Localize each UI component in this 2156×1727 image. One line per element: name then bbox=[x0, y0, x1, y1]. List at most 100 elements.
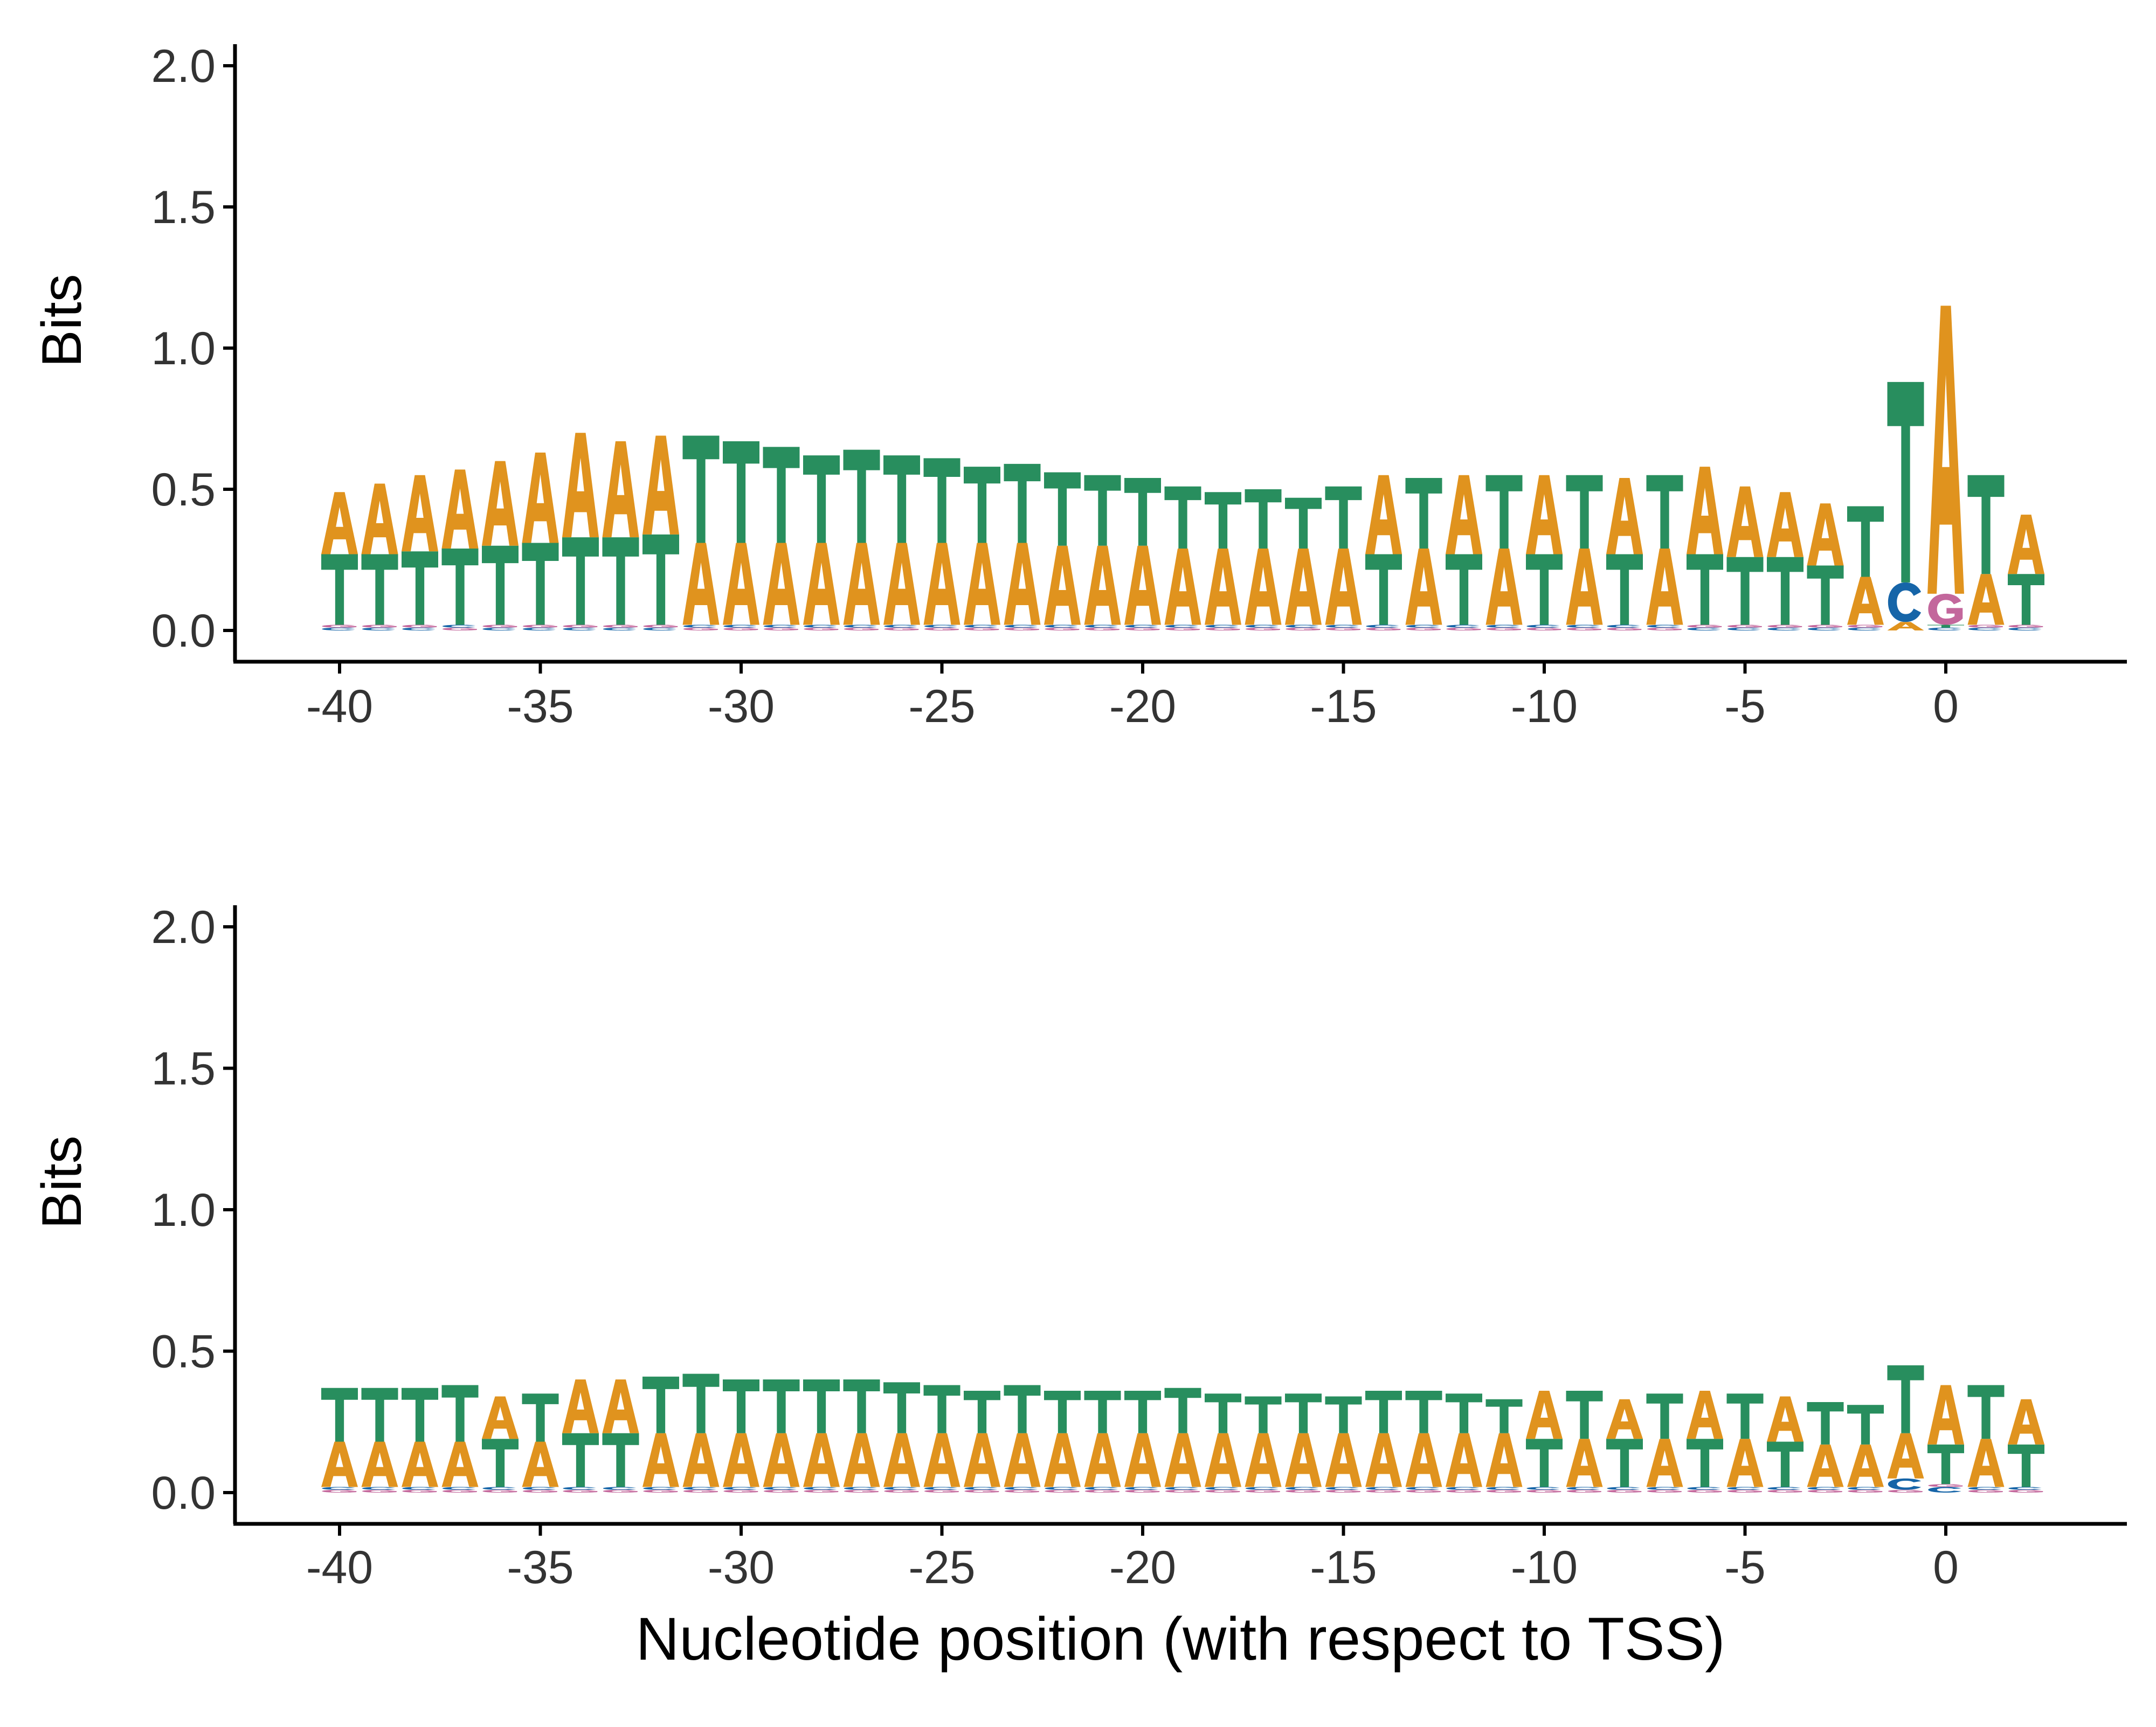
letter-T-mark bbox=[562, 537, 599, 625]
letter-A-mark bbox=[803, 543, 840, 625]
letter-T-mark bbox=[1405, 1391, 1442, 1433]
letter-C-mark bbox=[1245, 1487, 1279, 1490]
letter-T-mark bbox=[1044, 1391, 1081, 1433]
logo-stack-pos-2 bbox=[2008, 515, 2044, 630]
logo-stack-pos--40 bbox=[321, 492, 358, 630]
letter-C-mark bbox=[1526, 625, 1560, 628]
letter-A-mark bbox=[723, 543, 759, 625]
letter-G-mark bbox=[1325, 627, 1360, 630]
letter-A-mark bbox=[1084, 545, 1121, 625]
letter-T-mark bbox=[1847, 506, 1884, 577]
letter-G-mark bbox=[1406, 1489, 1441, 1493]
letter-G-mark bbox=[1366, 1489, 1401, 1493]
logo-stack-pos--17 bbox=[1245, 1396, 1282, 1493]
letter-G-mark bbox=[1406, 627, 1441, 630]
letter-T-mark bbox=[321, 554, 358, 625]
logo-stack-pos--9 bbox=[1566, 1391, 1603, 1493]
logo-stack-pos--32 bbox=[642, 1376, 679, 1493]
logo-stack-pos--6 bbox=[1687, 467, 1723, 630]
letter-T-mark bbox=[1847, 1405, 1884, 1445]
letter-G-mark bbox=[1848, 1489, 1883, 1493]
letter-A-mark bbox=[1847, 577, 1884, 625]
letter-C-mark bbox=[1607, 625, 1640, 628]
letter-A-mark bbox=[441, 1441, 479, 1487]
letter-A-mark bbox=[1807, 503, 1844, 566]
letter-G-mark bbox=[2008, 625, 2043, 628]
letter-A-mark bbox=[1365, 475, 1402, 554]
letter-T-mark bbox=[723, 441, 759, 543]
letter-G-mark bbox=[643, 1489, 678, 1493]
letter-A-mark bbox=[1807, 1444, 1844, 1487]
letter-T-mark bbox=[1124, 478, 1161, 546]
logo-stack-pos--6 bbox=[1687, 1391, 1723, 1493]
logo-stack-pos--23 bbox=[1004, 463, 1041, 630]
letter-G-mark bbox=[1325, 1489, 1360, 1493]
letter-T-mark bbox=[1245, 489, 1282, 549]
y-tick-label: 0.0 bbox=[151, 1467, 216, 1519]
letter-G-mark bbox=[1125, 1489, 1160, 1493]
x-tick-label: -40 bbox=[306, 681, 373, 732]
logo-stack-pos--30 bbox=[723, 441, 759, 630]
logo-stack-pos--18 bbox=[1205, 492, 1241, 630]
letter-C-mark bbox=[964, 625, 998, 628]
letter-C-mark bbox=[924, 625, 958, 628]
letter-C-mark bbox=[1687, 1487, 1720, 1490]
letter-T-mark bbox=[522, 543, 559, 625]
letter-C-mark bbox=[1286, 1487, 1319, 1490]
logo-stack-pos--1 bbox=[1887, 1365, 1924, 1493]
letter-C-mark bbox=[1848, 1487, 1881, 1490]
letter-A-mark bbox=[402, 475, 438, 552]
letter-G-mark bbox=[964, 627, 999, 630]
letter-C-mark bbox=[1928, 627, 1961, 630]
letter-A-mark bbox=[642, 435, 679, 535]
letter-A-mark bbox=[1687, 467, 1723, 554]
letter-G-mark bbox=[1767, 625, 1802, 628]
letter-T-mark bbox=[1887, 1365, 1924, 1433]
x-axis-label: Nucleotide position (with respect to TSS… bbox=[635, 1605, 1725, 1673]
letter-T-mark bbox=[1927, 1444, 1964, 1485]
letter-C-mark bbox=[723, 1487, 757, 1490]
letter-T-mark bbox=[1967, 1385, 2005, 1439]
letter-T-mark bbox=[1606, 554, 1643, 625]
letter-G-mark bbox=[563, 1489, 598, 1493]
letter-G-mark bbox=[563, 625, 598, 628]
y-axis-label: Bits bbox=[31, 274, 93, 367]
y-tick-label: 0.0 bbox=[151, 605, 216, 657]
logo-stack-pos--36 bbox=[482, 461, 519, 630]
letter-T-mark bbox=[562, 1433, 599, 1487]
logo-stack-pos--11 bbox=[1485, 475, 1523, 630]
letter-C-mark bbox=[1245, 625, 1279, 628]
letter-A-mark bbox=[361, 483, 398, 554]
letter-C-mark bbox=[522, 1487, 556, 1490]
letter-A-mark bbox=[562, 433, 599, 538]
letter-T-mark bbox=[1124, 1391, 1161, 1433]
letter-T-mark bbox=[1566, 1391, 1603, 1439]
letter-T-mark bbox=[482, 545, 519, 625]
letter-C-mark bbox=[1807, 1487, 1841, 1490]
letter-G-mark bbox=[723, 627, 758, 630]
letter-G-mark bbox=[964, 1489, 999, 1493]
letter-A-mark bbox=[964, 543, 1000, 625]
letter-G-mark bbox=[1687, 625, 1722, 628]
letter-A-mark bbox=[602, 1379, 639, 1433]
letter-T-mark bbox=[723, 1379, 759, 1433]
letter-A-mark bbox=[1124, 1433, 1161, 1487]
letter-C-mark bbox=[1486, 1487, 1520, 1490]
letter-G-mark bbox=[884, 627, 919, 630]
letter-A-mark bbox=[361, 1441, 398, 1487]
letter-G-mark bbox=[442, 1489, 477, 1493]
logo-stack-pos--20 bbox=[1124, 478, 1161, 630]
letter-A-mark bbox=[1927, 1385, 1964, 1445]
letter-G-mark bbox=[1928, 1484, 1963, 1487]
letter-T-mark bbox=[1405, 478, 1442, 549]
letter-G-mark bbox=[1004, 1489, 1039, 1493]
y-tick-label: 0.5 bbox=[151, 1326, 216, 1378]
letter-C-mark bbox=[1325, 1487, 1359, 1490]
letter-T-mark bbox=[1285, 1393, 1322, 1433]
letter-A-mark bbox=[1245, 1433, 1282, 1487]
letter-T-mark bbox=[1446, 1393, 1482, 1433]
letter-G-mark bbox=[362, 625, 397, 628]
letter-C-mark bbox=[1205, 625, 1239, 628]
letter-A-mark bbox=[1325, 1433, 1362, 1487]
letter-T-mark bbox=[1164, 1388, 1201, 1433]
